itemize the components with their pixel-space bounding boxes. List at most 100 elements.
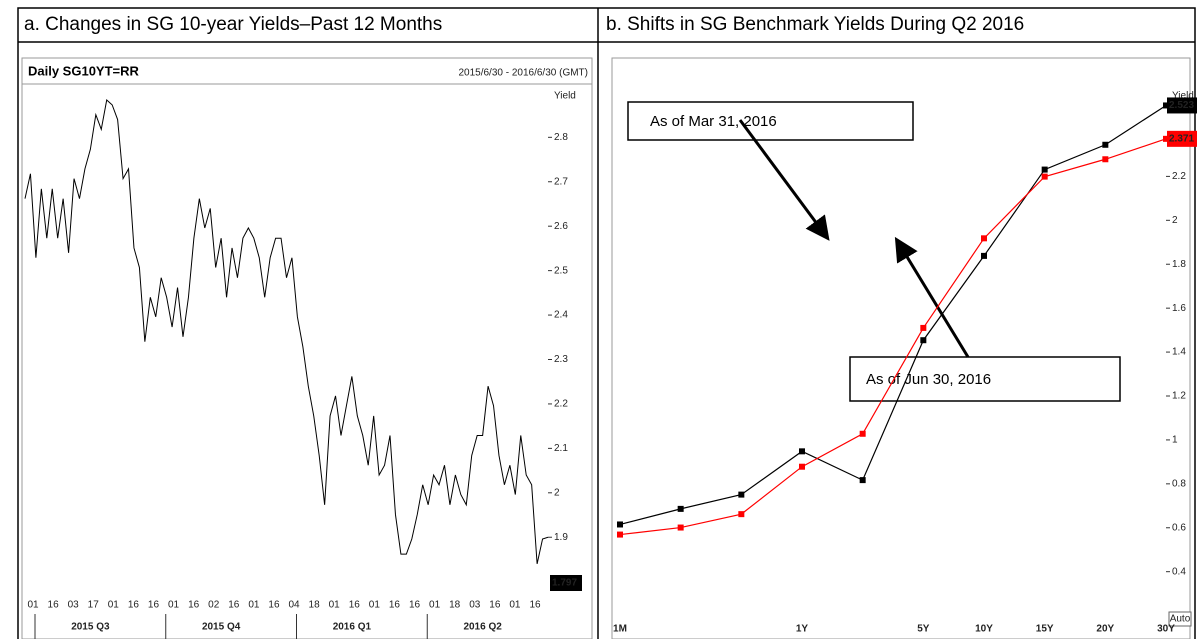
y-tick-label: 2.3 (554, 354, 568, 365)
last-value-box (550, 575, 582, 592)
axis-label: Yield (554, 91, 576, 102)
x-tick-label: 01 (369, 600, 381, 611)
x-tick-label: 16 (48, 600, 60, 611)
point (1041, 166, 1048, 173)
line (619, 138, 1167, 536)
x-tick-label: 5Y (917, 624, 930, 635)
point (920, 324, 927, 331)
annotation-box (627, 101, 914, 141)
x-tick-label: 16 (188, 600, 200, 611)
x-tick-label: 1M (613, 624, 627, 635)
chart-subtitle: 2015/6/30 - 2016/6/30 (GMT) (458, 68, 588, 79)
point (738, 511, 745, 518)
annotation: As of Jun 30, 2016 (866, 371, 991, 388)
x-tick-label: 16 (529, 600, 541, 611)
point (738, 491, 745, 498)
y-tick-label: 2 (1172, 215, 1178, 226)
x-tick-label: 04 (288, 600, 300, 611)
auto-box (1168, 611, 1192, 627)
x-tick-label: 1Y (796, 624, 809, 635)
y-tick-label: 2.5 (554, 265, 568, 276)
arrow (738, 119, 830, 241)
point (1163, 135, 1169, 142)
y-tick-label: 1.2 (1172, 391, 1186, 402)
y-tick-label: 2.7 (554, 176, 568, 187)
point (617, 531, 623, 538)
x-tick-label: 02 (208, 600, 220, 611)
plot-frame (21, 57, 593, 640)
y-tick-label: 1.8 (1172, 259, 1186, 270)
x-tick-label: 16 (349, 600, 361, 611)
y-tick-label: 1.6 (1172, 303, 1186, 314)
x-tick-label: 01 (509, 600, 521, 611)
y-tick-label: 1.4 (1172, 347, 1186, 358)
y-tick-label: 2.2 (554, 399, 568, 410)
chart-title: Daily SG10YT=RR (28, 63, 140, 78)
point (799, 463, 805, 470)
x-tick-label: 16 (228, 600, 240, 611)
x-tick-label: 10Y (975, 624, 993, 635)
point (1102, 141, 1109, 148)
point (1041, 173, 1048, 180)
point (799, 448, 805, 455)
x-tick-label: 16 (409, 600, 421, 611)
axis-label: Yield (1172, 91, 1194, 102)
x-tick-label: 16 (148, 600, 160, 611)
y-tick-label: 2 (554, 487, 560, 498)
x-tick-label: 18 (309, 600, 321, 611)
x-tick-label: 15Y (1036, 624, 1054, 635)
arrow (894, 236, 970, 358)
y-tick-label: 1.9 (554, 532, 568, 543)
line (619, 104, 1167, 526)
x-tick-label: 17 (88, 600, 100, 611)
x-tick-label: 01 (108, 600, 120, 611)
y-tick-label: 1 (1172, 435, 1178, 446)
panel-title: b. Shifts in SG Benchmark Yields During … (606, 14, 1024, 35)
line (24, 99, 549, 565)
x-tick-label: 16 (268, 600, 280, 611)
frame (17, 7, 1196, 644)
last-value-box (1167, 97, 1197, 114)
x-tick-label: 01 (168, 600, 180, 611)
last-value-label: 2.371 (1169, 133, 1194, 144)
last-value-label: 1.797 (552, 578, 577, 589)
panel-title: a. Changes in SG 10-year Yields–Past 12 … (24, 14, 442, 35)
y-tick-label: 0.4 (1172, 566, 1186, 577)
x-tick-label: 01 (27, 600, 39, 611)
y-tick-label: 0.8 (1172, 478, 1186, 489)
x-tick-label: 16 (389, 600, 401, 611)
y-tick-label: 2.4 (554, 310, 568, 321)
x-tick-label: 01 (248, 600, 260, 611)
last-value-label: 2.523 (1169, 100, 1194, 111)
x-tick-label: 01 (329, 600, 341, 611)
point (859, 430, 866, 437)
point (1102, 156, 1109, 163)
point (1163, 102, 1169, 109)
x-group-label: 2016 Q2 (463, 622, 502, 633)
x-tick-label: 03 (469, 600, 481, 611)
x-tick-label: 16 (489, 600, 501, 611)
x-tick-label: 16 (128, 600, 140, 611)
point (981, 252, 987, 259)
last-value-box (1167, 130, 1197, 147)
y-tick-label: 2.8 (554, 132, 568, 143)
y-tick-label: 2.2 (1172, 171, 1186, 182)
point (677, 505, 684, 512)
point (859, 477, 866, 484)
x-tick-label: 20Y (1096, 624, 1114, 635)
x-tick-label: 30Y (1157, 624, 1175, 635)
x-tick-label: 03 (68, 600, 80, 611)
x-tick-label: 01 (429, 600, 441, 611)
x-group-label: 2015 Q4 (202, 622, 241, 633)
point (981, 235, 987, 242)
x-tick-label: 18 (449, 600, 461, 611)
y-tick-label: 0.6 (1172, 522, 1186, 533)
y-tick-label: 2.6 (554, 221, 568, 232)
x-group-label: 2015 Q3 (71, 622, 110, 633)
scale-note: Auto (1170, 614, 1191, 625)
annotation-box (849, 356, 1121, 402)
point (617, 521, 623, 528)
y-tick-label: 2.1 (554, 443, 568, 454)
point (920, 337, 927, 344)
